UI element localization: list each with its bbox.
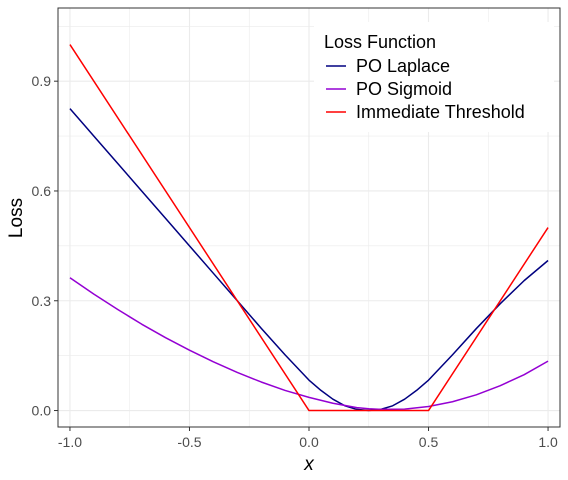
series-line-po-sigmoid xyxy=(69,277,549,411)
y-axis-title: Loss xyxy=(6,198,27,238)
y-tick-label: 0.6 xyxy=(32,183,52,199)
x-tick-label: 1.0 xyxy=(538,434,558,450)
axis-ticks: -1.0 -0.5 0.0 0.5 1.0 0.0 0.3 0.6 0.9 xyxy=(32,73,558,450)
series-line-immediate-threshold xyxy=(69,44,549,412)
legend: Loss Function PO Laplace PO Sigmoid Immedi… xyxy=(314,22,554,132)
legend-entries: PO Laplace PO Sigmoid Immediate Threshold xyxy=(326,56,525,122)
legend-label-po-laplace: PO Laplace xyxy=(356,56,450,76)
series-line-po-laplace xyxy=(69,108,549,412)
x-tick-label: 0.5 xyxy=(419,434,439,450)
legend-title: Loss Function xyxy=(324,32,436,52)
x-tick-label: -0.5 xyxy=(177,434,201,450)
legend-label-po-sigmoid: PO Sigmoid xyxy=(356,79,452,99)
y-tick-label: 0.9 xyxy=(32,73,52,89)
x-tick-label: 0.0 xyxy=(299,434,319,450)
y-tick-label: 0.3 xyxy=(32,293,52,309)
legend-background xyxy=(314,22,554,132)
y-tick-label: 0.0 xyxy=(32,403,52,419)
x-tick-label: -1.0 xyxy=(58,434,82,450)
legend-label-immediate-threshold: Immediate Threshold xyxy=(356,102,525,122)
x-axis-title: x xyxy=(303,454,315,475)
series-lines xyxy=(69,44,549,412)
